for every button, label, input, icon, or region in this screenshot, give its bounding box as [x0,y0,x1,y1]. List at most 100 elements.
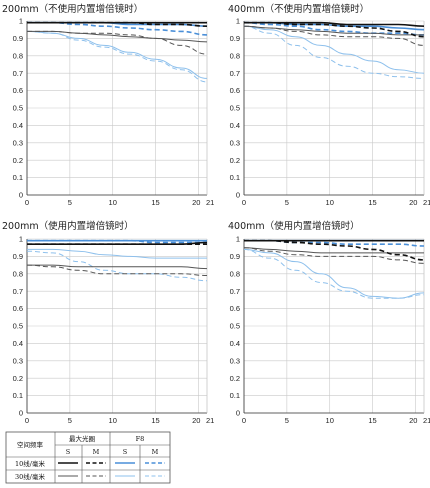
legend-col-s: S [66,448,70,456]
y-tick-label: 0.5 [230,104,240,113]
y-tick-label: 0.9 [230,252,240,261]
y-tick-label: 0.4 [230,339,240,348]
legend-col-m: M [152,448,159,456]
x-tick-label: 20 [192,416,200,425]
legend-col-s: S [123,448,127,456]
series-line-f8-30-S [243,25,425,74]
series-line-f8-30-S [27,248,207,259]
y-tick-label: 0.8 [230,51,240,60]
y-tick-label: 0.9 [13,252,23,261]
y-tick-label: 0.6 [13,304,23,313]
series-line-f8-10-M [243,21,425,36]
y-tick-label: 0.6 [13,86,23,95]
series-line-wide-10-S [244,21,425,27]
y-tick-label: 0.2 [13,156,23,165]
y-tick-label: 0.8 [230,269,240,278]
mtf-chart-panel: 200mm（使用内置增倍镜时） 0 0.1 0.2 0.3 0.4 0.5 0.6 0.7 0.8… [2,220,214,425]
x-tick-label: 21 [206,198,214,207]
y-tick-label: 0.3 [13,138,23,147]
y-tick-label: 0.5 [13,322,23,331]
x-tick-label: 5 [68,198,72,207]
y-tick-label: 0.2 [230,156,240,165]
x-tick-label: 10 [109,198,117,207]
series-line-wide-30-S [26,264,208,270]
mtf-chart-panel: 400mm（使用内置增倍镜时） 0 0.1 0.2 0.3 0.4 0.5 0.6 0.7 0.8… [228,220,430,425]
y-tick-label: 0.3 [13,356,23,365]
y-tick-label: 0.3 [230,356,240,365]
y-tick-label: 0.6 [230,304,240,313]
chart-panels: 200mm（不使用内置增倍镜时） 0 0.1 0.2 0.3 0.4 0.5 0.6 0.7 0.… [2,3,430,425]
y-tick-label: 0 [236,191,240,200]
y-tick-label: 0.7 [13,69,23,78]
y-tick-label: 0 [19,191,23,200]
y-tick-label: 0.2 [230,374,240,383]
x-tick-label: 21 [423,198,430,207]
y-tick-label: 0.3 [230,138,240,147]
y-tick-label: 1 [236,17,240,26]
y-tick-label: 0.5 [230,322,240,331]
y-tick-label: 0.9 [230,34,240,43]
x-tick-label: 21 [423,416,430,425]
y-tick-label: 0.4 [13,121,23,130]
chart-title: 400mm（不使用内置增倍镜时） [228,3,369,15]
x-tick-label: 20 [409,416,417,425]
y-tick-label: 0.2 [13,374,23,383]
series-line-wide-30-M [243,247,425,264]
legend-header-max-aperture: 最大光圈 [69,434,95,443]
legend-row-30lines: 30线/毫米 [15,472,45,481]
x-tick-label: 0 [25,198,29,207]
y-tick-label: 0.5 [13,104,23,113]
x-tick-label: 5 [285,416,289,425]
chart-title: 200mm（使用内置增倍镜时） [2,220,134,232]
x-tick-label: 0 [25,416,29,425]
chart-title: 200mm（不使用内置增倍镜时） [2,3,143,15]
y-tick-label: 0 [19,409,23,418]
legend-col-m: M [93,448,100,456]
y-tick-label: 0.7 [230,69,240,78]
series-line-wide-30-S [26,30,208,43]
series-line-wide-30-M [243,25,425,46]
series-line-f8-30-M [243,25,425,79]
y-tick-label: 0.4 [13,339,23,348]
y-tick-label: 0.1 [13,173,23,182]
series-line-f8-30-M [26,30,208,83]
series-line-f8-30-S [26,30,208,79]
x-tick-label: 15 [368,416,376,425]
legend-frame [5,431,171,484]
chart-title: 400mm（使用内置增倍镜时） [228,220,360,232]
mtf-chart-panel: 200mm（不使用内置增倍镜时） 0 0.1 0.2 0.3 0.4 0.5 0.6 0.7 0.… [2,3,214,207]
x-tick-label: 5 [285,198,289,207]
legend-row-10lines: 10线/毫米 [15,459,45,468]
x-tick-label: 20 [192,198,200,207]
y-tick-label: 0.1 [230,391,240,400]
x-tick-label: 15 [368,198,376,207]
x-tick-label: 21 [206,416,214,425]
legend-swatches [58,462,165,477]
series-line-f8-30-M [26,250,208,282]
series-line-wide-10-S [27,241,208,245]
y-tick-label: 0.8 [13,51,23,60]
y-tick-label: 0.8 [13,269,23,278]
y-tick-label: 1 [19,17,23,26]
x-tick-label: 0 [242,198,246,207]
x-tick-label: 10 [109,416,117,425]
series-line-wide-30-M [26,30,208,55]
x-tick-label: 20 [409,198,417,207]
x-tick-label: 10 [326,198,334,207]
series-line-wide-30-S [243,25,424,36]
chart-legend: 空间频率 最大光圈 F8 S M S M 10线/毫米 30线/毫米 [5,431,171,484]
x-tick-label: 10 [326,416,334,425]
series-line-wide-30-S [243,247,424,254]
y-tick-label: 1 [19,235,23,244]
x-tick-label: 15 [151,416,159,425]
y-tick-label: 0.7 [230,287,240,296]
legend-header-frequency: 空间频率 [17,440,44,449]
y-tick-label: 0.6 [230,86,240,95]
series-line-f8-30-S [243,248,425,299]
y-tick-label: 0.4 [230,121,240,130]
x-tick-label: 0 [242,416,246,425]
series-line-wide-30-M [26,264,208,276]
mtf-chart-panel: 400mm（不使用内置增倍镜时） 0 0.1 0.2 0.3 0.4 0.5 0.6 0.7 0.… [228,3,430,207]
legend-header-f8: F8 [136,435,145,443]
